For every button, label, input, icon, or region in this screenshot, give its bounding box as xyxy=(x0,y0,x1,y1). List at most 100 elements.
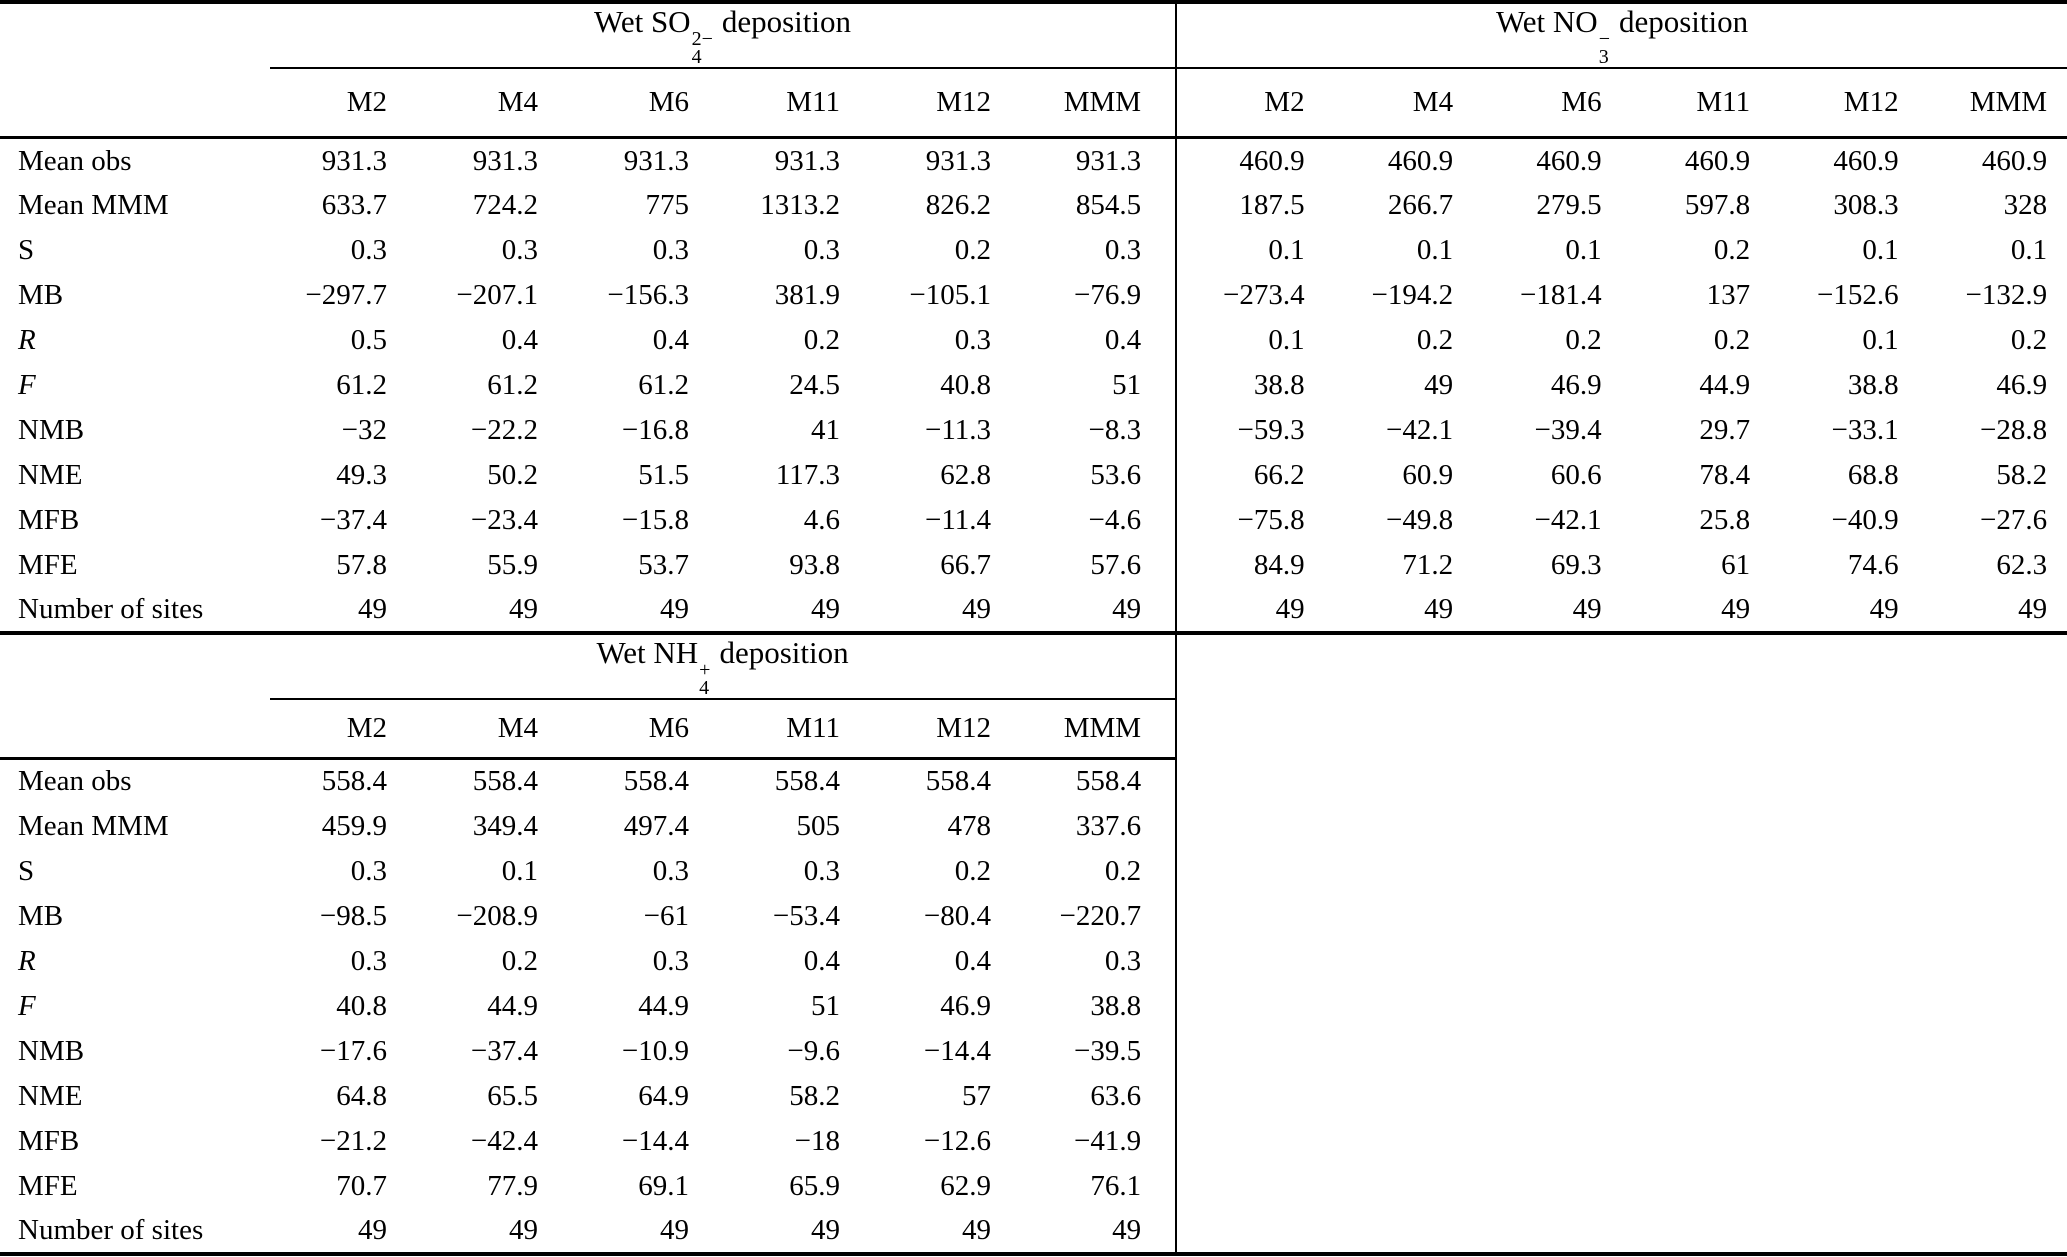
value-cell: −14.4 xyxy=(621,1124,689,1157)
value-cell: −4.6 xyxy=(1088,503,1142,536)
value-cell: 49 xyxy=(811,1213,840,1246)
value-cell: 478 xyxy=(947,809,992,842)
table-row: F 61.2 61.2 61.2 24.5 40.8 51 38.8 49 46.9 44.9 38.… xyxy=(0,362,2067,408)
group-header-nh4: Wet NH +4 deposition xyxy=(270,632,1177,700)
empty-region xyxy=(1175,1208,2067,1254)
value-cell: 558.4 xyxy=(472,765,538,798)
table-row: MB −98.5 −208.9 −61 −53.4 −80.4 −220.7 xyxy=(0,893,2067,939)
corner-cell xyxy=(0,698,270,761)
value-cell: 61 xyxy=(1721,548,1751,581)
value-cell: −76.9 xyxy=(1073,278,1142,311)
empty-region xyxy=(1175,848,2067,894)
col-header-m4: M4 xyxy=(421,698,572,761)
table-row: NME 64.8 65.5 64.9 58.2 57 63.6 xyxy=(0,1073,2067,1119)
value-cell: 0.1 xyxy=(1175,317,1325,363)
value-cell: 49 xyxy=(811,592,840,625)
value-cell: 63.6 xyxy=(1090,1079,1142,1112)
table-row: MB −297.7 −207.1 −156.3 381.9 −105.1 −76.9 −273… xyxy=(0,272,2067,318)
value-cell: 68.8 xyxy=(1847,458,1899,491)
row-label: F xyxy=(18,989,36,1022)
ion-notation: −3 xyxy=(1599,29,1610,68)
value-cell: 187.5 xyxy=(1175,182,1325,228)
value-cell: −11.4 xyxy=(924,503,991,536)
value-cell: 0.4 xyxy=(652,323,689,356)
col-header-mmm: MMM xyxy=(1918,67,2067,140)
row-label: MFB xyxy=(18,1124,80,1157)
value-cell: 558.4 xyxy=(774,765,840,798)
value-cell: 0.1 xyxy=(501,854,538,887)
value-cell: −32 xyxy=(341,413,387,446)
table-row: Number of sites 49 49 49 49 49 49 xyxy=(0,1208,2067,1254)
value-cell: 117.3 xyxy=(775,458,840,491)
value-cell: 49 xyxy=(358,1213,387,1246)
value-cell: 93.8 xyxy=(789,548,840,581)
col-header-m4: M4 xyxy=(421,67,572,140)
value-cell: 60.9 xyxy=(1402,458,1454,491)
value-cell: 0.4 xyxy=(1104,323,1142,356)
group-title-prefix: Wet NH xyxy=(596,634,699,670)
corner-cell xyxy=(0,67,270,140)
group-title-suffix: deposition xyxy=(1618,4,1749,39)
value-cell: 49.3 xyxy=(336,458,387,491)
value-cell: −297.7 xyxy=(305,278,387,311)
value-cell: 0.3 xyxy=(652,854,689,887)
value-cell: 44.9 xyxy=(1699,368,1751,401)
value-cell: −22.2 xyxy=(470,413,538,446)
nh4-data-rows: Mean obs 558.4 558.4 558.4 558.4 558.4 558.4 Me… xyxy=(0,758,2067,1254)
value-cell: −98.5 xyxy=(319,899,387,932)
row-label: Mean obs xyxy=(18,144,132,177)
value-cell: −15.8 xyxy=(621,503,689,536)
empty-region xyxy=(1175,803,2067,849)
value-cell: −28.8 xyxy=(1979,413,2048,446)
value-cell: −75.8 xyxy=(1175,497,1325,543)
value-cell: −11.3 xyxy=(924,413,991,446)
col-header-m11: M11 xyxy=(723,698,874,761)
value-cell: 0.3 xyxy=(350,854,387,887)
value-cell: 53.7 xyxy=(638,548,689,581)
col-header-m11: M11 xyxy=(723,67,874,140)
value-cell: 724.2 xyxy=(472,188,538,221)
ion-subscript: 4 xyxy=(691,46,702,69)
value-cell: 49 xyxy=(1175,587,1325,633)
value-cell: 57.8 xyxy=(336,548,387,581)
bottom-table-header: Wet NH +4 deposition M2 M4 M6 M11 M12 MMM xyxy=(0,632,2067,761)
value-cell: −152.6 xyxy=(1816,278,1899,311)
value-cell: 0.3 xyxy=(803,233,840,266)
row-label: MB xyxy=(18,278,64,311)
value-cell: 597.8 xyxy=(1684,188,1751,221)
value-cell: −33.1 xyxy=(1831,413,1899,446)
value-cell: 460.9 xyxy=(1175,137,1325,183)
value-cell: 266.7 xyxy=(1387,188,1454,221)
value-cell: 0.2 xyxy=(1713,233,1751,266)
table-row: Mean MMM 633.7 724.2 775 1313.2 826.2 854.5 187… xyxy=(0,182,2067,228)
value-cell: 0.2 xyxy=(803,323,840,356)
value-cell: 58.2 xyxy=(1996,458,2048,491)
ion-notation: +4 xyxy=(699,660,710,699)
group-title-suffix: deposition xyxy=(719,634,849,670)
value-cell: 931.3 xyxy=(321,144,387,177)
value-cell: −59.3 xyxy=(1175,407,1325,453)
value-cell: 0.2 xyxy=(1713,323,1751,356)
value-cell: 58.2 xyxy=(789,1079,840,1112)
value-cell: 74.6 xyxy=(1847,548,1899,581)
table-row: NME 49.3 50.2 51.5 117.3 62.8 53.6 66.2 60.9 60.6… xyxy=(0,452,2067,498)
table-row: R 0.5 0.4 0.4 0.2 0.3 0.4 0.1 0.2 0.2 0.2 0.1 0.2 xyxy=(0,317,2067,363)
table-row: Mean obs 558.4 558.4 558.4 558.4 558.4 558.4 xyxy=(0,758,2067,804)
value-cell: 0.3 xyxy=(652,233,689,266)
value-cell: 558.4 xyxy=(321,765,387,798)
value-cell: −23.4 xyxy=(470,503,538,536)
value-cell: 62.9 xyxy=(940,1169,991,1202)
row-label: NME xyxy=(18,1079,83,1112)
value-cell: −181.4 xyxy=(1519,278,1602,311)
value-cell: 40.8 xyxy=(336,989,387,1022)
empty-region xyxy=(1175,983,2067,1029)
value-cell: 0.1 xyxy=(1862,323,1899,356)
value-cell: 0.3 xyxy=(501,233,538,266)
value-cell: 0.1 xyxy=(1565,233,1602,266)
value-cell: 0.1 xyxy=(1175,227,1325,273)
value-cell: 51.5 xyxy=(638,458,689,491)
value-cell: −42.1 xyxy=(1534,503,1602,536)
value-cell: 69.3 xyxy=(1550,548,1602,581)
value-cell: 460.9 xyxy=(1833,144,1899,177)
